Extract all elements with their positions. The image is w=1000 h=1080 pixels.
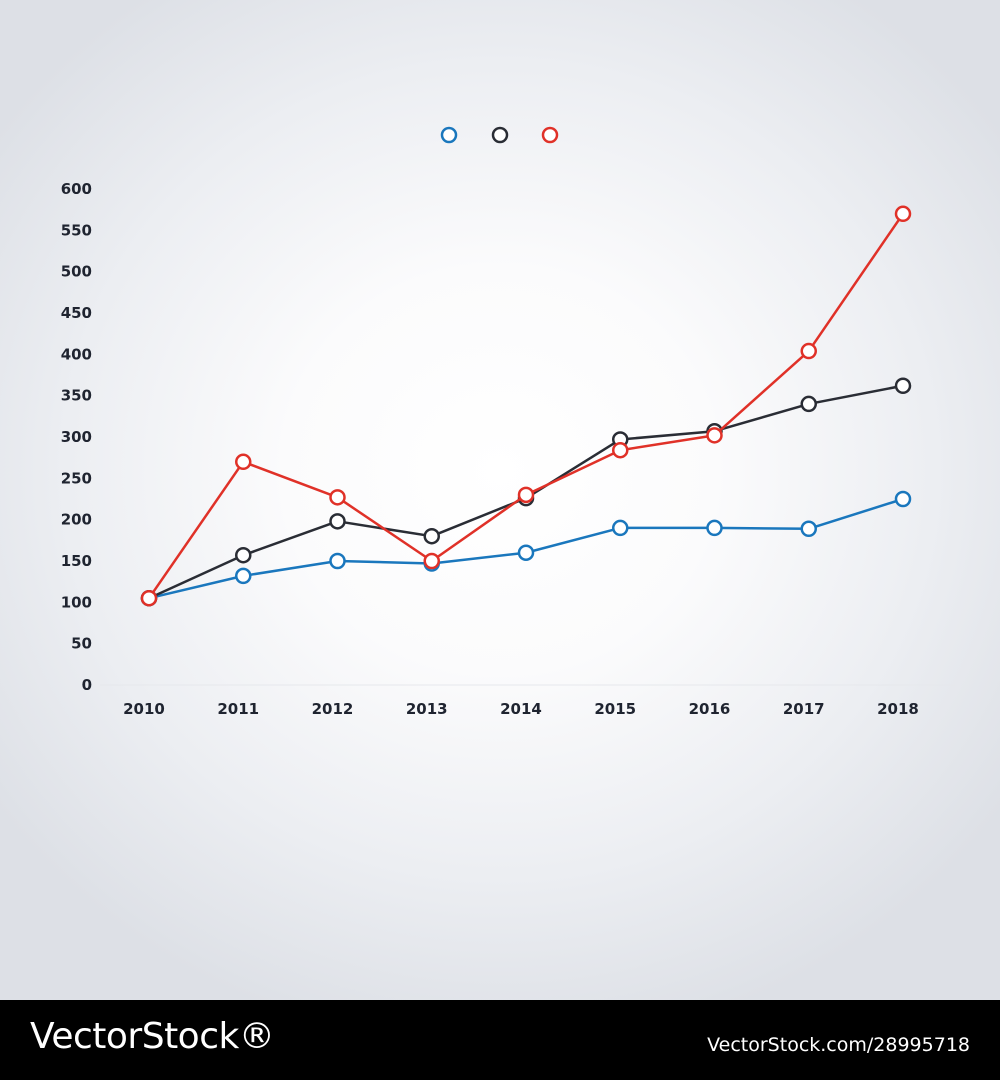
- y-tick-label: 300: [61, 428, 92, 446]
- series-line: [147, 213, 905, 599]
- y-tick-label: 350: [61, 387, 92, 405]
- data-point: [329, 552, 346, 570]
- y-tick-label: 200: [61, 511, 92, 529]
- legend: [440, 126, 559, 144]
- data-point: [235, 546, 252, 564]
- legend-marker: [541, 126, 559, 144]
- y-tick-label: 500: [61, 263, 92, 281]
- y-tick-label: 550: [61, 221, 92, 239]
- data-point: [235, 567, 252, 585]
- legend-marker: [440, 126, 458, 144]
- data-point: [894, 205, 912, 223]
- series: [140, 205, 912, 607]
- chart-area: 0 50 100 150 200 250 300 350 400 450 500 550 600 2010…: [0, 0, 1000, 1000]
- x-tick-label: 2018: [877, 700, 919, 718]
- data-point: [235, 453, 252, 471]
- data-point: [894, 377, 912, 394]
- y-tick-label: 450: [61, 304, 92, 322]
- data-point: [800, 342, 817, 360]
- x-tick-label: 2017: [783, 700, 825, 718]
- watermark-brand: VectorStock®: [30, 1016, 275, 1057]
- x-tick-label: 2012: [312, 700, 354, 718]
- data-point: [706, 519, 723, 537]
- footer-bar: VectorStock® VectorStock.com/28995718: [0, 1000, 1000, 1080]
- x-tick-label: 2014: [500, 700, 542, 718]
- y-tick-label: 100: [61, 593, 92, 611]
- data-point: [612, 441, 629, 459]
- data-point: [329, 513, 346, 530]
- x-tick-label: 2015: [594, 700, 636, 718]
- data-point: [706, 427, 723, 444]
- watermark-image-id: VectorStock.com/28995718: [707, 1034, 970, 1056]
- y-tick-label: 50: [71, 635, 92, 653]
- data-point: [517, 486, 535, 504]
- data-point: [423, 552, 440, 570]
- x-tick-label: 2011: [217, 700, 259, 718]
- data-point: [800, 520, 817, 538]
- data-point: [423, 527, 440, 545]
- legend-marker: [491, 126, 509, 144]
- data-point: [140, 589, 158, 607]
- x-tick-label: 2010: [123, 700, 165, 718]
- data-point: [800, 395, 817, 413]
- y-tick-label: 250: [61, 469, 92, 487]
- y-tick-label: 0: [82, 676, 92, 694]
- x-tick-label: 2013: [406, 700, 448, 718]
- series-lines: [140, 205, 912, 607]
- axes: 0 50 100 150 200 250 300 350 400 450 500 550 600 2010…: [61, 180, 955, 718]
- y-tick-label: 400: [61, 345, 92, 363]
- y-tick-label: 600: [61, 180, 92, 198]
- line-chart: 0 50 100 150 200 250 300 350 400 450 500 550 600 2010…: [61, 126, 955, 718]
- data-point: [894, 490, 912, 508]
- y-tick-label: 150: [61, 552, 92, 570]
- data-point: [517, 544, 535, 561]
- data-point: [329, 489, 346, 506]
- series: [140, 490, 912, 607]
- data-point: [612, 519, 629, 537]
- x-tick-label: 2016: [689, 700, 731, 718]
